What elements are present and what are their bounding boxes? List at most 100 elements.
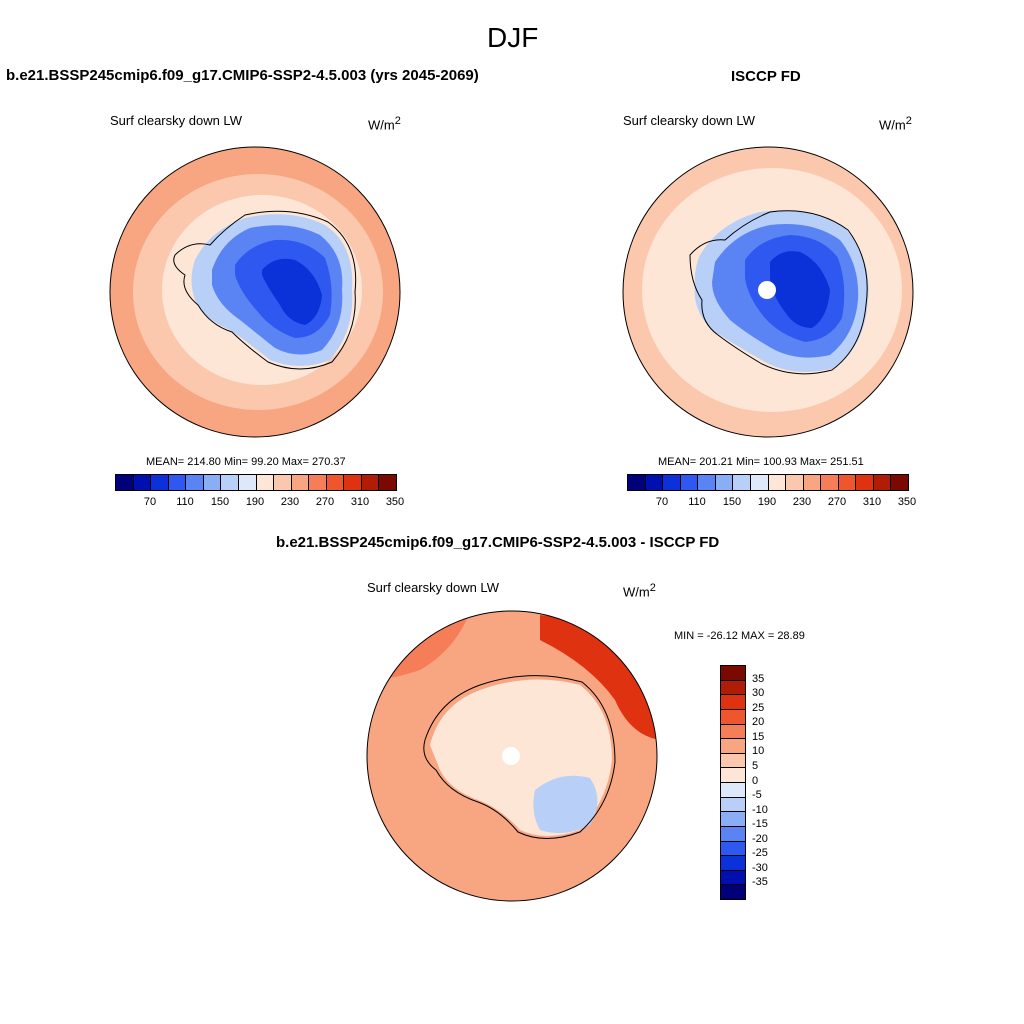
- obs-coastline: [689, 210, 868, 375]
- colorbar-swatch: [309, 475, 327, 490]
- colorbar-tick-label: -30: [752, 861, 768, 874]
- colorbar-swatch: [803, 475, 822, 490]
- colorbar-tick-label: 310: [862, 496, 882, 508]
- colorbar-swatch: [715, 475, 734, 490]
- model-colorbar: [115, 474, 397, 491]
- obs-panel-title: ISCCP FD: [731, 68, 801, 85]
- colorbar-tick-label: 20: [752, 716, 765, 729]
- diff-stats: MIN = -26.12 MAX = 28.89: [674, 630, 805, 642]
- diff-coastline: [423, 675, 616, 839]
- colorbar-swatch: [768, 475, 787, 490]
- diff-high-region: [540, 615, 657, 740]
- diff-units-label: W/m2: [623, 582, 656, 600]
- colorbar-swatch: [733, 475, 751, 490]
- colorbar-swatch: [221, 475, 239, 490]
- colorbar-tick-label: 70: [143, 496, 157, 508]
- colorbar-tick-label: 150: [210, 496, 230, 508]
- colorbar-swatch: [891, 475, 908, 490]
- colorbar-tick-label: 35: [752, 672, 765, 685]
- obs-units-label: W/m2: [879, 115, 912, 133]
- diff-panel-title: b.e21.BSSP245cmip6.f09_g17.CMIP6-SSP2-4.…: [276, 534, 720, 551]
- colorbar-tick-label: -25: [752, 847, 768, 860]
- colorbar-tick-label: 5: [752, 759, 759, 772]
- colorbar-swatch: [721, 783, 745, 798]
- model-map-border: [109, 146, 401, 438]
- colorbar-swatch: [203, 475, 222, 490]
- colorbar-swatch: [663, 475, 681, 490]
- obs-polar-map: [623, 147, 913, 437]
- model-variable-label: Surf clearsky down LW: [110, 113, 242, 128]
- colorbar-tick-label: -35: [752, 876, 768, 889]
- obs-map-border: [622, 146, 914, 438]
- colorbar-swatch: [721, 826, 745, 842]
- obs-antarctica-level3: [770, 251, 830, 328]
- colorbar-tick-label: 110: [688, 496, 706, 508]
- colorbar-swatch: [326, 475, 345, 490]
- colorbar-swatch: [821, 475, 839, 490]
- diff-variable-label: Surf clearsky down LW: [367, 580, 499, 595]
- colorbar-tick-label: 150: [722, 496, 742, 508]
- colorbar-tick-label: 230: [792, 496, 812, 508]
- colorbar-tick-label: -20: [752, 832, 768, 845]
- colorbar-tick-label: -15: [752, 818, 768, 831]
- colorbar-swatch: [116, 475, 134, 490]
- colorbar-tick-label: 350: [897, 496, 917, 508]
- obs-polar-hole: [758, 281, 776, 299]
- colorbar-tick-label: 110: [176, 496, 194, 508]
- colorbar-tick-label: 10: [752, 745, 765, 758]
- colorbar-tick-label: 25: [752, 701, 765, 714]
- colorbar-swatch: [168, 475, 187, 490]
- colorbar-swatch: [856, 475, 874, 490]
- diff-colorbar: [720, 665, 746, 900]
- model-coastline: [173, 210, 357, 370]
- diff-mid-region: [400, 780, 640, 870]
- colorbar-swatch: [238, 475, 257, 490]
- colorbar-swatch: [344, 475, 362, 490]
- colorbar-swatch: [151, 475, 169, 490]
- diff-negative-region: [533, 775, 598, 834]
- colorbar-swatch: [873, 475, 892, 490]
- obs-stats: MEAN= 201.21 Min= 100.93 Max= 251.51: [658, 456, 864, 468]
- colorbar-swatch: [256, 475, 275, 490]
- colorbar-swatch: [698, 475, 716, 490]
- colorbar-tick-label: 350: [385, 496, 405, 508]
- colorbar-swatch: [721, 885, 745, 899]
- diff-polar-map: [367, 611, 657, 901]
- colorbar-tick-label: 0: [752, 774, 759, 787]
- colorbar-swatch: [721, 812, 745, 827]
- season-title: DJF: [487, 22, 539, 53]
- colorbar-swatch: [721, 666, 745, 681]
- model-antarctica-level3: [262, 258, 322, 325]
- colorbar-tick-label: -5: [752, 789, 762, 802]
- colorbar-swatch: [721, 856, 745, 871]
- colorbar-tick-label: -10: [752, 803, 768, 816]
- colorbar-swatch: [721, 709, 745, 725]
- colorbar-tick-label: 30: [752, 687, 765, 700]
- colorbar-swatch: [274, 475, 292, 490]
- colorbar-tick-label: 190: [245, 496, 265, 508]
- colorbar-swatch: [838, 475, 857, 490]
- model-polar-map: [110, 147, 400, 437]
- obs-colorbar: [627, 474, 909, 491]
- colorbar-swatch: [645, 475, 664, 490]
- colorbar-swatch: [750, 475, 769, 490]
- colorbar-swatch: [721, 768, 745, 783]
- colorbar-swatch: [786, 475, 804, 490]
- colorbar-swatch: [721, 797, 745, 813]
- colorbar-swatch: [721, 680, 745, 696]
- colorbar-swatch: [721, 870, 745, 886]
- obs-variable-label: Surf clearsky down LW: [623, 113, 755, 128]
- colorbar-swatch: [721, 753, 745, 769]
- colorbar-swatch: [133, 475, 152, 490]
- colorbar-tick-label: 15: [752, 730, 765, 743]
- diff-polar-hole: [502, 747, 520, 765]
- diff-map-border: [366, 610, 658, 902]
- colorbar-tick-label: 270: [315, 496, 335, 508]
- colorbar-tick-label: 310: [350, 496, 370, 508]
- colorbar-swatch: [291, 475, 310, 490]
- colorbar-tick-label: 230: [280, 496, 300, 508]
- colorbar-swatch: [186, 475, 204, 490]
- colorbar-swatch: [721, 739, 745, 754]
- colorbar-swatch: [721, 841, 745, 857]
